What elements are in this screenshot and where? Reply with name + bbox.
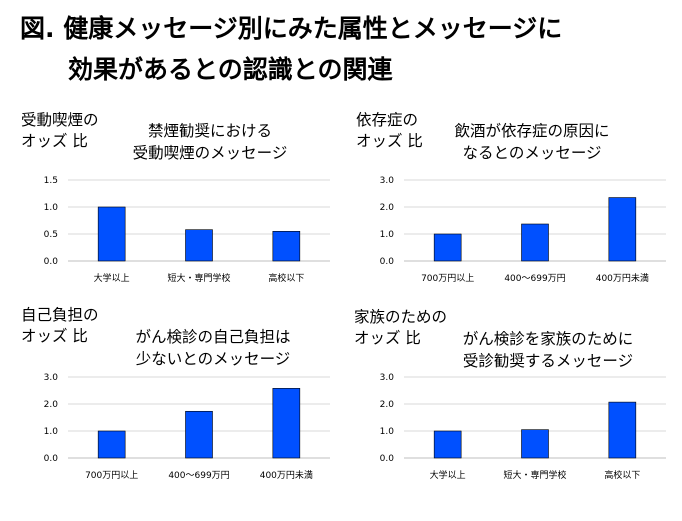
x-tick-label: 400万円未満: [596, 272, 649, 284]
y-tick-label: 0.0: [380, 454, 395, 464]
y-tick-label: 1.0: [44, 203, 59, 213]
y-tick-label: 0.0: [380, 257, 395, 267]
y-axis-label-line-2: オッズ 比: [21, 327, 88, 345]
chart-title: がん検診を家族のために 受診勧奨するメッセージ: [440, 328, 656, 372]
y-tick-label: 1.0: [44, 427, 59, 437]
bar: [608, 197, 637, 262]
figure-title-line-1: 図. 健康メッセージ別にみた属性とメッセージに: [20, 14, 563, 43]
y-tick-label: 2.0: [380, 400, 395, 410]
y-tick-label: 3.0: [380, 373, 395, 383]
y-axis-label-line-1: 依存症の: [356, 111, 419, 129]
chart-title: がん検診の自己負担は 少ないとのメッセージ: [108, 326, 318, 370]
x-tick-label: 400～699万円: [168, 470, 229, 481]
chart-title-line-2: 受動喫煙のメッセージ: [132, 144, 288, 162]
bar: [433, 233, 462, 262]
x-tick-label: 短大・専門学校: [503, 469, 566, 481]
chart-title-line-1: がん検診を家族のために: [462, 330, 634, 348]
bar: [521, 223, 549, 262]
y-axis-label: 自己負担の オッズ 比: [21, 305, 99, 347]
bar: [272, 231, 301, 262]
bar-chart: 0.0 1.0 2.0 3.0 大学以上 短大・専門学校 高校以下: [380, 373, 666, 481]
chart-panel-family: 家族のための オッズ 比 がん検診を家族のために 受診勧奨するメッセージ 0.0…: [336, 305, 666, 510]
x-tick-label: 700万円以上: [85, 470, 138, 481]
bar: [608, 401, 637, 459]
chart-panel-self-payment: 自己負担の オッズ 比 がん検診の自己負担は 少ないとのメッセージ 0.0 1.0…: [0, 305, 330, 510]
chart-panel-secondhand-smoke: 受動喫煙の オッズ 比 禁煙勧奨における 受動喫煙のメッセージ 0.0 0.5 1.…: [0, 108, 330, 313]
y-tick-label: 3.0: [380, 176, 395, 186]
y-axis-label-line-2: オッズ 比: [21, 132, 88, 150]
y-tick-label: 1.0: [380, 427, 395, 437]
y-axis-label: 受動喫煙の オッズ 比: [21, 110, 99, 152]
bar: [433, 430, 462, 459]
y-axis-label: 家族のための オッズ 比: [354, 307, 447, 349]
x-tick-label: 高校以下: [604, 469, 640, 481]
y-axis-label: 依存症の オッズ 比: [356, 110, 423, 152]
y-axis-label-line-1: 自己負担の: [21, 306, 99, 324]
chart-title: 禁煙勧奨における 受動喫煙のメッセージ: [110, 120, 310, 164]
chart-panel-alcohol-dependence: 依存症の オッズ 比 飲酒が依存症の原因に なるとのメッセージ 0.0 1.0 2.…: [336, 108, 666, 313]
y-tick-label: 0.0: [44, 454, 59, 464]
bar: [97, 430, 126, 459]
chart-title-line-2: 少ないとのメッセージ: [135, 350, 291, 368]
y-axis-label-line-2: オッズ 比: [356, 132, 423, 150]
chart-title-line-1: 禁煙勧奨における: [147, 122, 272, 140]
y-tick-label: 1.5: [44, 176, 58, 186]
x-tick-label: 400～699万円: [504, 273, 565, 284]
chart-title-line-1: がん検診の自己負担は: [135, 328, 291, 346]
x-tick-label: 大学以上: [430, 469, 466, 481]
x-tick-label: 400万円未満: [260, 469, 313, 481]
y-axis-label-line-1: 受動喫煙の: [21, 111, 99, 129]
chart-title-line-2: 受診勧奨するメッセージ: [462, 352, 634, 370]
figure-title-line-2: 効果があるとの認識との関連: [68, 55, 393, 84]
x-tick-label: 高校以下: [268, 272, 304, 284]
x-tick-label: 700万円以上: [421, 273, 474, 284]
y-axis-label-line-2: オッズ 比: [354, 329, 421, 347]
x-tick-label: 短大・専門学校: [167, 272, 230, 284]
bar: [272, 388, 301, 459]
y-tick-label: 2.0: [380, 203, 395, 213]
y-axis-label-line-1: 家族のための: [354, 308, 448, 326]
x-tick-label: 大学以上: [94, 272, 130, 284]
y-tick-label: 0.0: [44, 257, 59, 267]
chart-title-line-2: なるとのメッセージ: [462, 144, 602, 162]
bar: [185, 410, 213, 459]
bar: [185, 229, 213, 262]
y-tick-label: 0.5: [44, 230, 58, 240]
bar-chart: 0.0 1.0 2.0 3.0 700万円以上 400～699万円 400万円未満: [380, 176, 666, 284]
y-tick-label: 1.0: [380, 230, 395, 240]
bar-chart: 0.0 1.0 2.0 3.0 700万円以上 400～699万円 400万円未満: [44, 373, 330, 481]
bar-chart: 0.0 0.5 1.0 1.5 大学以上 短大・専門学校 高校以下: [44, 176, 330, 284]
y-tick-label: 2.0: [44, 400, 59, 410]
bar: [97, 206, 126, 262]
bar: [521, 429, 549, 459]
chart-title-line-1: 飲酒が依存症の原因に: [454, 122, 610, 140]
chart-title: 飲酒が依存症の原因に なるとのメッセージ: [432, 120, 632, 164]
y-tick-label: 3.0: [44, 373, 59, 383]
